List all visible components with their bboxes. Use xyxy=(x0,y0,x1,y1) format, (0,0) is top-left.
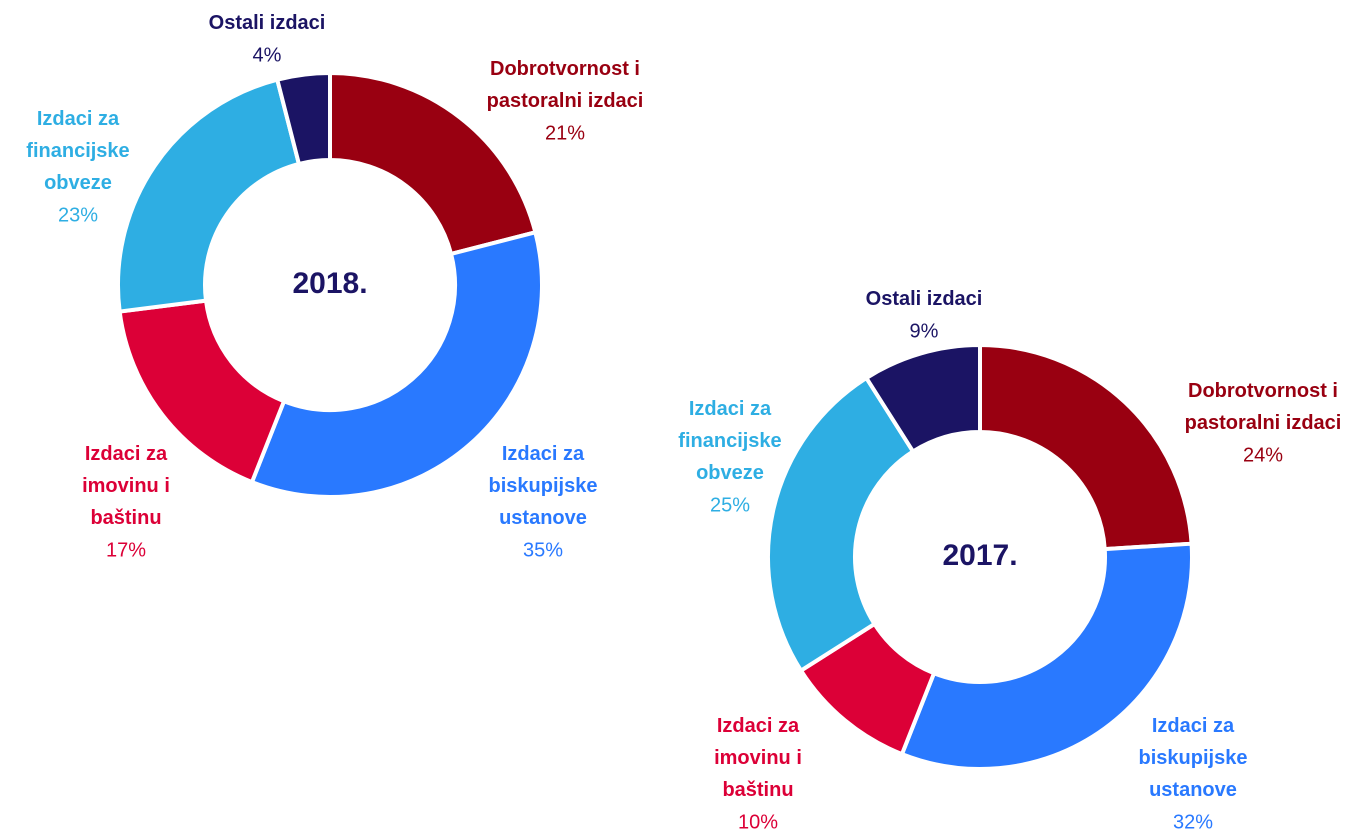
value-label: 25% xyxy=(710,494,750,516)
label-line: biskupijske xyxy=(1139,747,1248,769)
label-line: ustanove xyxy=(499,507,587,529)
label-line: pastoralni izdaci xyxy=(487,90,644,112)
label-line: Dobrotvornost i xyxy=(1188,380,1338,402)
slice xyxy=(274,70,332,167)
value-label: 35% xyxy=(523,539,563,561)
slice xyxy=(899,541,1194,771)
label-line: ustanove xyxy=(1149,779,1237,801)
value-label: 4% xyxy=(253,44,282,66)
slice-label: Izdaci za biskupijske ustanove xyxy=(1139,715,1248,801)
label-line: Izdaci za xyxy=(717,715,800,737)
slice xyxy=(249,229,544,499)
slice-label: Izdaci za imovinu i baštinu xyxy=(714,715,802,801)
slice-label: Ostali izdaci xyxy=(209,12,326,34)
label-line: Ostali izdaci xyxy=(209,12,326,34)
label-line: Izdaci za xyxy=(37,108,120,130)
center-label: 2018. xyxy=(292,267,367,300)
value-label: 21% xyxy=(545,122,585,144)
slice xyxy=(863,342,982,455)
label-line: Izdaci za xyxy=(689,398,772,420)
label-line: Izdaci za xyxy=(1152,715,1235,737)
label-line: imovinu i xyxy=(714,747,802,769)
slice xyxy=(766,375,916,674)
label-line: biskupijske xyxy=(489,475,598,497)
slice-label: Dobrotvornost i pastoralni izdaci xyxy=(487,58,644,112)
slice-label: Izdaci za imovinu i baštinu xyxy=(82,443,170,529)
value-label: 23% xyxy=(58,204,98,226)
value-label: 17% xyxy=(106,539,146,561)
slice-label: Izdaci za financijske obveze xyxy=(678,398,781,484)
slice-label: Ostali izdaci xyxy=(866,288,983,310)
label-line: Izdaci za xyxy=(85,443,168,465)
slice xyxy=(328,70,538,257)
value-label: 32% xyxy=(1173,811,1213,832)
slice xyxy=(978,342,1194,552)
label-line: imovinu i xyxy=(82,475,170,497)
slice-label: Izdaci za financijske obveze xyxy=(26,108,129,194)
label-line: financijske xyxy=(26,140,129,162)
label-line: obveze xyxy=(44,172,112,194)
label-line: obveze xyxy=(696,462,764,484)
center-label: 2017. xyxy=(942,539,1017,572)
slice-label: Izdaci za biskupijske ustanove xyxy=(489,443,598,529)
label-line: Izdaci za xyxy=(502,443,585,465)
slice-label: Dobrotvornost i pastoralni izdaci xyxy=(1185,380,1342,434)
value-label: 9% xyxy=(910,320,939,342)
value-label: 10% xyxy=(738,811,778,832)
label-line: baštinu xyxy=(90,507,161,529)
label-line: baštinu xyxy=(722,779,793,801)
label-line: pastoralni izdaci xyxy=(1185,412,1342,434)
label-line: financijske xyxy=(678,430,781,452)
slice xyxy=(116,77,302,314)
label-line: Ostali izdaci xyxy=(866,288,983,310)
value-label: 24% xyxy=(1243,444,1283,466)
label-line: Dobrotvornost i xyxy=(490,58,640,80)
